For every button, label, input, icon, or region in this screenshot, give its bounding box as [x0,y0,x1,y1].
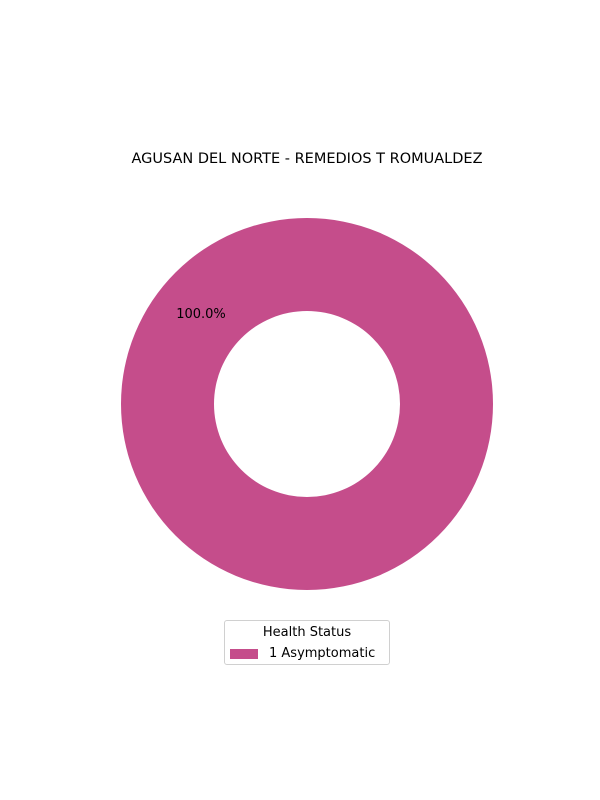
legend-label: 1 Asymptomatic [269,646,376,661]
slice-labels: 100.0% [176,307,226,322]
legend-item: 1 Asymptomatic [230,646,375,661]
legend-title: Health Status [262,625,352,640]
slice-pct-label: 100.0% [176,307,226,322]
chart-title: AGUSAN DEL NORTE - REMEDIOS T ROMUALDEZ [131,151,482,167]
legend: Health Status 1 Asymptomatic [224,620,390,665]
donut-slice [121,218,493,590]
legend-swatch [230,648,258,659]
donut-slices [121,218,493,590]
